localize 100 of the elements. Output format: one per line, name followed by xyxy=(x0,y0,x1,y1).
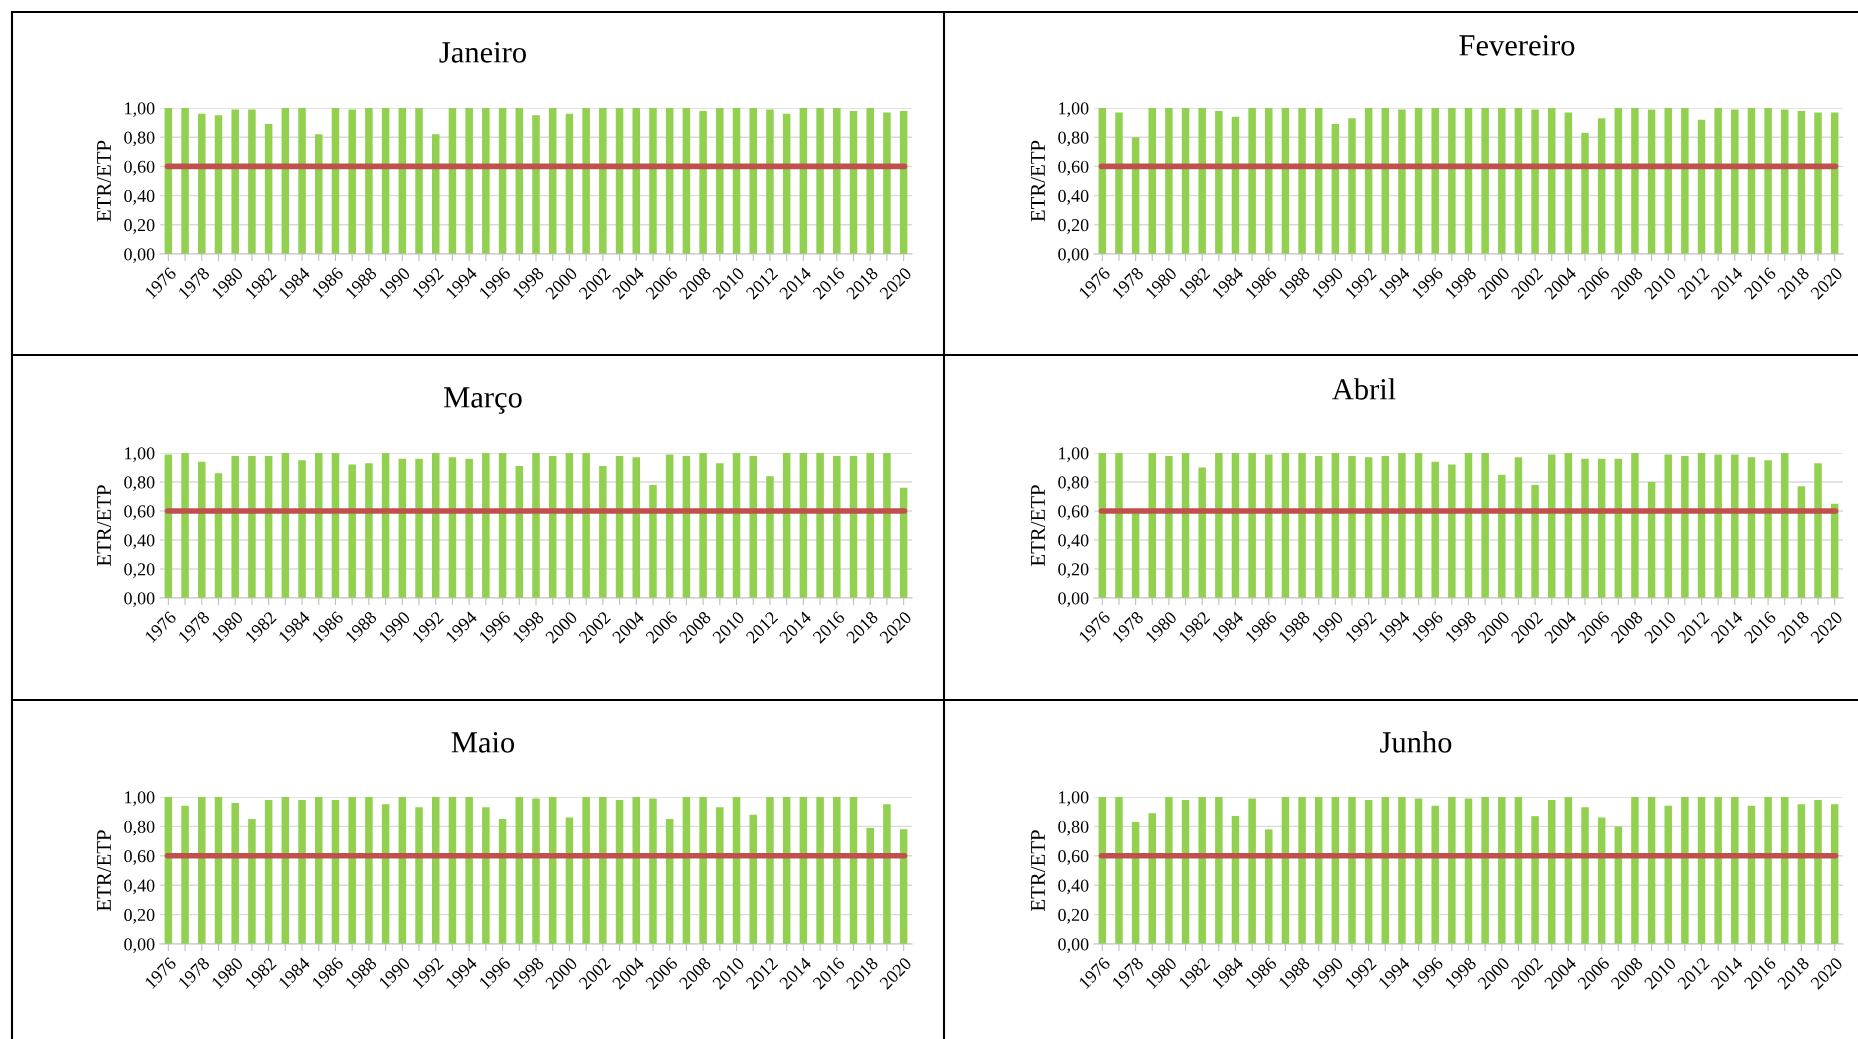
bar xyxy=(248,819,256,944)
bar xyxy=(1581,807,1589,944)
y-axis-title: ETR/ETP xyxy=(1031,830,1045,911)
bar xyxy=(1198,797,1206,944)
bar xyxy=(532,453,540,598)
bar xyxy=(766,476,774,598)
y-tick-label: 0,60 xyxy=(124,160,155,176)
y-tick-label: 0,60 xyxy=(1058,505,1089,521)
bar xyxy=(1714,108,1722,254)
bar xyxy=(1681,797,1689,944)
bar xyxy=(1531,484,1539,598)
bar xyxy=(1581,458,1589,598)
bar xyxy=(1631,797,1639,944)
y-tick-label: 0,80 xyxy=(124,131,155,147)
y-axis-title: ETR/ETP xyxy=(1031,485,1045,566)
bar xyxy=(1664,108,1672,254)
bar xyxy=(1165,455,1173,598)
bar xyxy=(298,460,306,598)
bar xyxy=(1298,453,1306,598)
bar xyxy=(1198,108,1206,254)
bar xyxy=(1781,109,1789,254)
y-tick-label: 0,20 xyxy=(124,908,155,924)
bar xyxy=(866,453,874,598)
bar xyxy=(1547,108,1556,254)
bar xyxy=(649,798,657,944)
bar xyxy=(1148,108,1156,254)
bar xyxy=(1498,474,1506,598)
bar xyxy=(1731,797,1739,944)
bar xyxy=(181,453,189,598)
bar xyxy=(649,484,657,598)
bar xyxy=(1414,108,1423,254)
y-tick-label: 0,40 xyxy=(1058,189,1089,205)
bar xyxy=(1747,108,1756,254)
bar xyxy=(1681,455,1689,598)
y-tick-label: 0,00 xyxy=(124,938,155,954)
chart-title: Junho xyxy=(1380,731,1452,753)
bar xyxy=(1614,108,1623,254)
bar xyxy=(1165,108,1173,254)
bar xyxy=(482,108,490,254)
bar xyxy=(816,453,824,598)
y-tick-label: 0,80 xyxy=(124,820,155,836)
bar xyxy=(582,108,590,254)
bar xyxy=(1714,797,1722,944)
bar xyxy=(1498,108,1506,254)
bar xyxy=(1764,108,1772,254)
bar xyxy=(749,455,757,598)
bar xyxy=(649,108,657,254)
y-tick-label: 0,20 xyxy=(1058,563,1089,579)
bar xyxy=(1714,454,1722,598)
bar xyxy=(1498,797,1506,944)
bar xyxy=(1564,112,1573,254)
y-tick-label: 1,00 xyxy=(1059,791,1089,807)
bar xyxy=(1814,799,1822,944)
bar xyxy=(1215,110,1223,254)
bar xyxy=(248,109,256,254)
bar xyxy=(716,463,724,598)
bar xyxy=(816,108,824,254)
bar xyxy=(1098,108,1107,254)
bar xyxy=(181,805,189,944)
bar xyxy=(749,814,757,944)
y-tick-label: 0,20 xyxy=(1058,908,1089,924)
bar xyxy=(1814,112,1822,254)
bar xyxy=(1631,453,1639,598)
bar xyxy=(1348,797,1356,944)
bar xyxy=(1265,829,1273,944)
bar xyxy=(1115,797,1123,944)
bar xyxy=(1198,467,1206,598)
y-tick-label: 0,60 xyxy=(1058,160,1089,176)
bar xyxy=(1531,816,1539,944)
bar xyxy=(365,797,373,944)
chart-title: Janeiro xyxy=(439,42,526,63)
bar xyxy=(1647,109,1656,254)
bar xyxy=(1431,805,1439,944)
bar xyxy=(883,112,891,254)
bar xyxy=(198,113,206,254)
bar xyxy=(348,464,356,598)
bar xyxy=(833,108,841,254)
bar xyxy=(1431,461,1439,598)
bar xyxy=(866,108,874,254)
bar xyxy=(482,807,490,944)
y-tick-label: 0,20 xyxy=(124,219,155,234)
bar xyxy=(1664,454,1672,598)
bar xyxy=(1664,805,1672,944)
bar xyxy=(1830,112,1839,254)
bar xyxy=(348,797,356,944)
bar xyxy=(1448,108,1456,254)
bar xyxy=(1265,108,1273,254)
bar xyxy=(716,108,724,254)
y-tick-label: 0,80 xyxy=(1058,476,1089,492)
y-tick-label: 1,00 xyxy=(125,447,155,463)
bar xyxy=(365,108,373,254)
bar xyxy=(1265,454,1273,598)
y-tick-label: 1,00 xyxy=(1059,102,1089,118)
bar xyxy=(1248,798,1256,944)
y-tick-label: 0,60 xyxy=(1058,850,1089,865)
bar xyxy=(699,110,707,254)
bar xyxy=(1814,463,1822,598)
bar xyxy=(315,453,323,598)
y-tick-label: 0,20 xyxy=(124,563,155,579)
bar xyxy=(465,458,473,598)
